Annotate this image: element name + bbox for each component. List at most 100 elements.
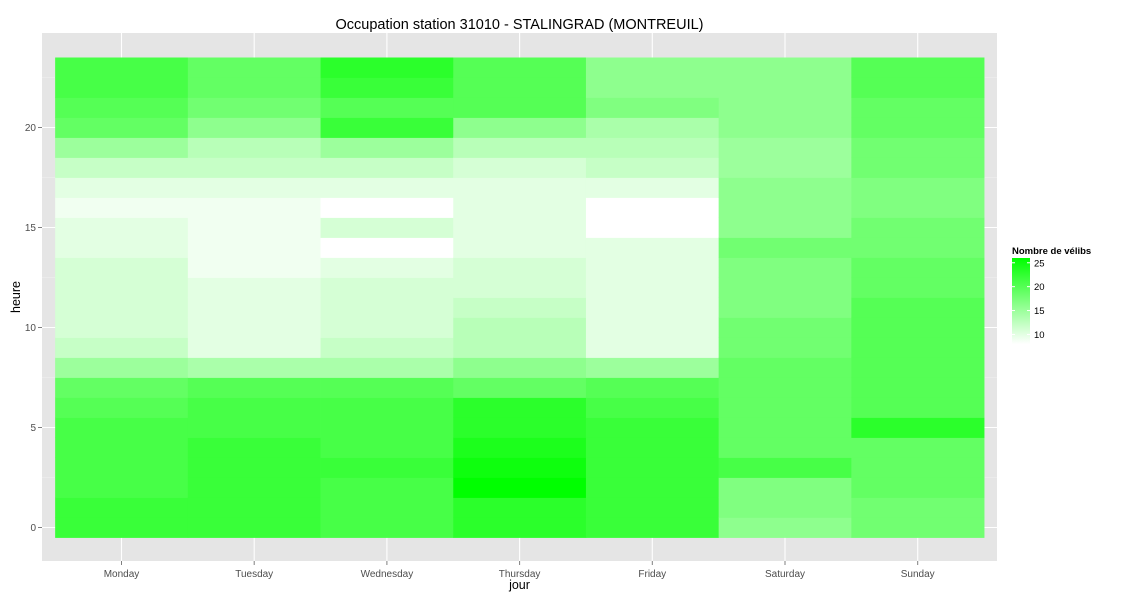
heatmap-cell	[187, 417, 321, 438]
heatmap-cell	[187, 337, 321, 358]
heatmap-cell	[718, 317, 852, 338]
heatmap-cell	[320, 437, 454, 458]
legend-tick-label: 20	[1034, 282, 1045, 293]
heatmap-cell	[718, 237, 852, 258]
heatmap-cell	[851, 197, 985, 218]
heatmap-cell	[55, 397, 189, 418]
heatmap-cell	[55, 337, 189, 358]
heatmap-cell	[851, 217, 985, 238]
heatmap-cell	[585, 337, 720, 358]
heatmap-cell	[187, 397, 321, 418]
heatmap-cell	[453, 377, 587, 398]
heatmap-cell	[320, 497, 454, 518]
heatmap-cell	[585, 297, 720, 318]
heatmap-cell	[320, 117, 454, 138]
x-tick-label: Friday	[638, 569, 666, 580]
heatmap-cell	[851, 117, 985, 138]
heatmap-cell	[55, 497, 189, 518]
y-tick-label: 10	[25, 323, 37, 334]
heatmap-cell	[718, 357, 852, 378]
heatmap-cell	[320, 357, 454, 378]
heatmap-cell	[718, 297, 852, 318]
heatmap-cell	[187, 317, 321, 338]
heatmap-cell	[453, 457, 587, 478]
x-tick-label: Tuesday	[235, 569, 273, 580]
heatmap-cell	[851, 277, 985, 298]
heatmap-cell	[585, 57, 720, 78]
heatmap-cell	[320, 77, 454, 98]
heatmap-cell	[585, 417, 720, 438]
heatmap-cell	[320, 97, 454, 118]
heatmap-cell	[453, 117, 587, 138]
heatmap-cell	[718, 417, 852, 438]
heatmap-cell	[851, 137, 985, 158]
heatmap-cell	[718, 337, 852, 358]
legend-tick-label: 15	[1034, 306, 1045, 317]
heatmap-cell	[718, 397, 852, 418]
heatmap-cell	[718, 497, 852, 518]
heatmap-cell	[585, 137, 720, 158]
heatmap-cell	[187, 157, 321, 178]
heatmap-cell	[187, 137, 321, 158]
heatmap-cell	[851, 157, 985, 178]
heatmap-cell	[187, 197, 321, 218]
heatmap-cell	[320, 337, 454, 358]
x-tick-label: Saturday	[765, 569, 805, 580]
heatmap-cell	[55, 317, 189, 338]
heatmap-cell	[320, 257, 454, 278]
heatmap-cell	[718, 257, 852, 278]
heatmap-cell	[851, 417, 985, 438]
heatmap-cell	[585, 177, 720, 198]
heatmap-cell	[187, 77, 321, 98]
heatmap-cell	[585, 437, 720, 458]
heatmap-cell	[453, 257, 587, 278]
heatmap-cell	[453, 77, 587, 98]
heatmap-cell	[320, 197, 454, 218]
heatmap-cell	[55, 257, 189, 278]
heatmap-cell	[55, 97, 189, 118]
heatmap-cell	[320, 177, 454, 198]
heatmap-cell	[453, 277, 587, 298]
heatmap-cell	[453, 57, 587, 78]
x-tick-label: Monday	[104, 569, 140, 580]
heatmap-cell	[187, 437, 321, 458]
heatmap-cell	[55, 377, 189, 398]
heatmap-cell	[718, 457, 852, 478]
heatmap-cell	[453, 477, 587, 498]
heatmap-cell	[187, 57, 321, 78]
heatmap-cell	[453, 317, 587, 338]
heatmap-cell	[187, 97, 321, 118]
heatmap-cell	[851, 497, 985, 518]
x-tick-label: Wednesday	[361, 569, 414, 580]
y-tick-label: 20	[25, 123, 37, 134]
heatmap-cell	[55, 217, 189, 238]
heatmap-cell	[453, 497, 587, 518]
heatmap-cell	[585, 277, 720, 298]
heatmap-cell	[187, 517, 321, 538]
heatmap-cell	[851, 237, 985, 258]
heatmap-cell	[55, 417, 189, 438]
heatmap-cell	[453, 197, 587, 218]
heatmap-cell	[320, 157, 454, 178]
heatmap-cell	[55, 277, 189, 298]
legend-tick-label: 25	[1034, 258, 1045, 269]
heatmap-cell	[851, 437, 985, 458]
heatmap-cell	[187, 297, 321, 318]
heatmap-cell	[718, 437, 852, 458]
heatmap-cell	[851, 337, 985, 358]
x-tick-label: Sunday	[901, 569, 935, 580]
heatmap-cell	[585, 457, 720, 478]
heatmap-cell	[718, 157, 852, 178]
heatmap-cell	[851, 177, 985, 198]
heatmap-cell	[320, 57, 454, 78]
heatmap-cell	[585, 117, 720, 138]
heatmap-cell	[718, 277, 852, 298]
heatmap-cell	[320, 517, 454, 538]
heatmap-cell	[187, 177, 321, 198]
heatmap-cell	[320, 137, 454, 158]
heatmap-cell	[453, 417, 587, 438]
heatmap-cell	[718, 117, 852, 138]
heatmap-cell	[55, 77, 189, 98]
heatmap-cell	[320, 377, 454, 398]
legend: Nombre de vélibs 10 15 20 25	[1012, 246, 1091, 344]
